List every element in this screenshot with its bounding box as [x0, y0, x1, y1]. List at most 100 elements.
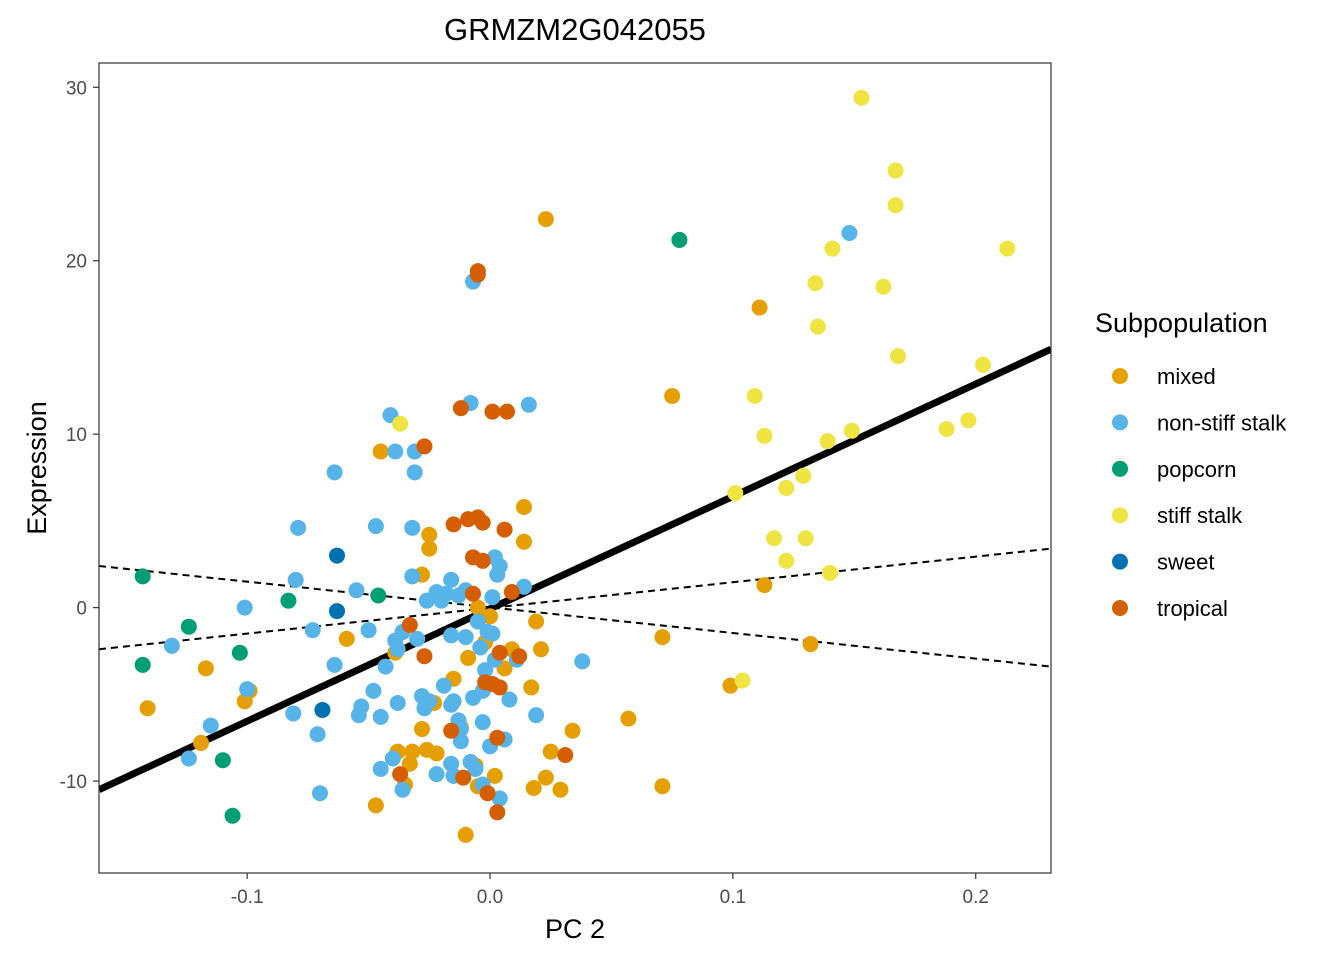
data-point [409, 630, 426, 647]
legend-item: sweet [1112, 550, 1214, 575]
data-point [975, 356, 991, 373]
panel-border [98, 62, 1052, 874]
data-point [338, 630, 355, 647]
data-point [751, 299, 768, 316]
data-point [525, 780, 542, 797]
data-point [416, 438, 433, 455]
data-point [469, 599, 486, 616]
data-point [843, 422, 860, 439]
data-point [491, 790, 508, 807]
data-point [564, 722, 581, 739]
legend-key [1112, 600, 1128, 616]
data-point [224, 807, 241, 824]
legend-item: non-stiff stalk [1112, 410, 1287, 435]
data-point [477, 662, 494, 679]
data-point [372, 443, 389, 460]
data-point [503, 584, 520, 601]
data-point [542, 743, 559, 760]
series-popcorn [134, 231, 688, 824]
data-point [443, 571, 460, 588]
confidence-line-1 [99, 565, 1051, 668]
data-point [484, 403, 501, 420]
data-point [479, 785, 496, 802]
data-point [999, 240, 1016, 257]
data-point [418, 741, 435, 758]
data-point [484, 589, 501, 606]
data-point [465, 585, 481, 602]
data-point [404, 519, 421, 536]
legend-key [1112, 368, 1128, 384]
data-point [350, 707, 367, 724]
data-point [236, 693, 253, 710]
y-axis: -10 0 10 20 30 [60, 78, 99, 793]
data-point [533, 641, 549, 658]
data-point [523, 679, 540, 696]
data-point [455, 769, 472, 786]
data-point [389, 695, 406, 712]
series-non-stiff-stalk [163, 224, 858, 807]
data-point [180, 750, 197, 767]
data-point [326, 656, 343, 673]
data-point [853, 89, 870, 106]
data-point [474, 514, 491, 531]
legend-title: Subpopulation [1095, 308, 1268, 338]
data-point [231, 644, 248, 661]
data-point [312, 785, 328, 802]
legend-label: tropical [1157, 596, 1228, 621]
data-point [365, 682, 382, 699]
data-point [314, 701, 331, 718]
data-point [326, 464, 343, 481]
data-point [452, 400, 469, 417]
data-point [214, 752, 231, 769]
data-point [370, 587, 387, 604]
x-tick-label: 0.2 [963, 887, 989, 908]
data-point [520, 396, 537, 413]
data-point [372, 760, 389, 777]
data-point [938, 420, 955, 437]
data-point [537, 769, 554, 786]
data-point [414, 688, 430, 705]
data-point [491, 679, 508, 696]
data-point [552, 781, 569, 798]
data-point [664, 388, 681, 405]
data-point [433, 592, 450, 609]
legend-key [1112, 553, 1128, 570]
data-point [360, 622, 377, 639]
data-point [557, 747, 574, 764]
data-point [384, 750, 401, 767]
legend-item: popcorn [1112, 457, 1237, 482]
legend-item: tropical [1112, 596, 1228, 621]
data-point [822, 564, 838, 581]
data-point [329, 547, 345, 564]
data-point [457, 826, 474, 843]
x-tick-label: -0.1 [231, 887, 264, 908]
data-point [482, 608, 498, 625]
data-point [435, 677, 452, 694]
data-point [309, 726, 326, 743]
data-point [484, 625, 501, 642]
data-point [516, 578, 532, 595]
data-point [404, 568, 421, 585]
data-point [457, 629, 474, 646]
data-point [236, 599, 253, 616]
data-point [387, 443, 404, 460]
legend-item: mixed [1112, 364, 1216, 389]
data-point [443, 722, 460, 739]
data-point [469, 263, 486, 280]
data-point [401, 616, 418, 633]
data-point [367, 518, 384, 535]
data-point [401, 755, 418, 772]
data-point [134, 568, 151, 585]
data-point [139, 700, 156, 717]
data-point [486, 767, 503, 784]
data-point [489, 729, 506, 746]
data-point [304, 622, 321, 639]
data-point [404, 743, 421, 760]
x-axis: -0.1 0.0 0.1 0.2 [231, 873, 989, 908]
data-point [620, 710, 637, 727]
data-point [574, 653, 591, 670]
data-point [746, 388, 763, 405]
x-axis-title: PC 2 [545, 914, 605, 944]
legend-key [1112, 507, 1128, 524]
series-stiff-stalk [392, 89, 1016, 689]
